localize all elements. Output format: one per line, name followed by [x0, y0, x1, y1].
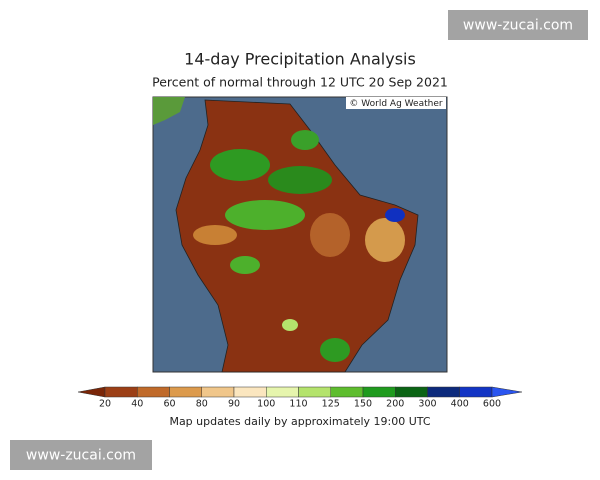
subtitle: Percent of normal through 12 UTC 20 Sep … — [152, 75, 448, 90]
watermark-box — [448, 10, 588, 40]
rain-area — [291, 130, 319, 150]
colorbar-label: 60 — [163, 399, 175, 410]
colorbar-segment — [395, 386, 428, 398]
colorbar-segment — [137, 386, 170, 398]
colorbar-label: 20 — [99, 399, 111, 410]
rain-area — [210, 149, 270, 181]
dry-area — [310, 213, 350, 257]
watermark: www-zucai.com — [463, 18, 573, 34]
colorbar-segment — [427, 386, 460, 398]
colorbar-segment — [362, 386, 396, 398]
colorbar-label: 150 — [354, 399, 372, 410]
colorbar-label: 300 — [418, 399, 436, 410]
colorbar-segment — [330, 386, 364, 398]
colorbar-label: 200 — [386, 399, 404, 410]
colorbar-segment — [298, 386, 331, 398]
credit: © World Ag Weather — [349, 99, 442, 109]
colorbar-arrow — [491, 386, 523, 398]
colorbar-label: 600 — [483, 399, 501, 410]
footer-note: Map updates daily by approximately 19:00… — [169, 415, 430, 428]
colorbar-label: 90 — [228, 399, 240, 410]
colorbar-label: 125 — [322, 399, 340, 410]
watermark-box — [10, 440, 152, 470]
rain-area — [320, 338, 350, 362]
title: 14-day Precipitation Analysis — [184, 50, 416, 69]
colorbar: 20 40 60 80 90 100 110 125 150 200 300 400 600 — [77, 386, 523, 410]
dry-area — [365, 218, 405, 262]
map: © World Ag Weather — [152, 96, 448, 373]
rain-area — [225, 200, 305, 230]
colorbar-segment — [169, 386, 202, 398]
dry-area — [193, 225, 237, 245]
credit-box — [346, 97, 446, 109]
colorbar-label: 40 — [131, 399, 143, 410]
colorbar-segment — [459, 386, 493, 398]
rain-area — [230, 256, 260, 274]
colorbar-label: 400 — [451, 399, 469, 410]
watermark: www-zucai.com — [26, 448, 136, 464]
colorbar-segment — [201, 386, 235, 398]
rain-area — [268, 166, 332, 194]
rain-area — [282, 319, 298, 331]
colorbar-label: 80 — [196, 399, 208, 410]
colorbar-arrow — [77, 386, 106, 398]
colorbar-segment — [233, 386, 267, 398]
colorbar-segment — [104, 386, 138, 398]
colorbar-segment — [266, 386, 299, 398]
colorbar-label: 100 — [257, 399, 275, 410]
rain-area — [385, 208, 405, 222]
land — [153, 97, 185, 125]
colorbar-label: 110 — [289, 399, 307, 410]
